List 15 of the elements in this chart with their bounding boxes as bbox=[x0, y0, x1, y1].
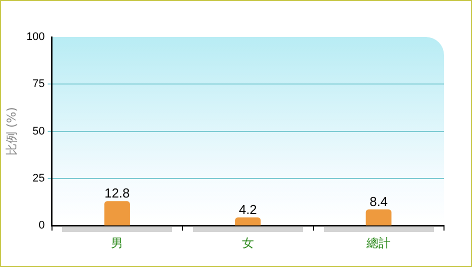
x-tick-label: 總計 bbox=[366, 236, 391, 250]
y-tick-label: 100 bbox=[26, 31, 45, 44]
bar bbox=[366, 209, 392, 226]
bar bbox=[104, 201, 130, 226]
data-label: 12.8 bbox=[104, 186, 130, 201]
x-tick-label: 男 bbox=[111, 236, 124, 250]
bar bbox=[235, 217, 261, 226]
data-label: 8.4 bbox=[370, 194, 388, 209]
y-tick-label: 0 bbox=[38, 220, 45, 232]
y-tick-label: 50 bbox=[32, 125, 45, 138]
x-tick-label: 女 bbox=[242, 236, 254, 250]
data-label: 4.2 bbox=[238, 202, 257, 217]
y-tick-label: 25 bbox=[32, 172, 45, 184]
y-tick-label: 75 bbox=[32, 78, 45, 90]
y-axis-title: 比例 (%) bbox=[4, 107, 18, 156]
